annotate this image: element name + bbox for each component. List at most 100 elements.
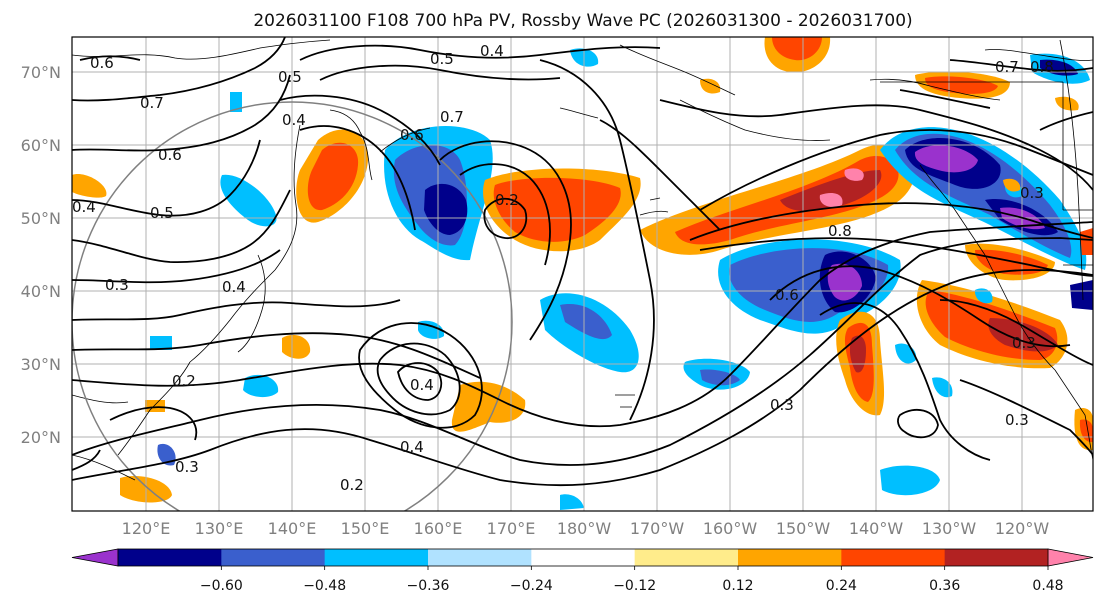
contour-label: 0.7 — [140, 94, 164, 112]
contour-label: 0.4 — [222, 278, 246, 296]
longitude-label: 150°E — [341, 519, 390, 538]
latitude-labels: 70°N 60°N 50°N 40°N 30°N 20°N — [21, 63, 61, 447]
longitude-label: 150°W — [776, 519, 831, 538]
contour-label: 0.4 — [400, 438, 424, 456]
contour-label: 0.4 — [282, 111, 306, 129]
map-frame — [71, 36, 1094, 512]
longitude-label: 160°W — [703, 519, 758, 538]
longitude-label: 120°E — [122, 519, 171, 538]
contour-label: 0.4 — [480, 42, 504, 60]
contour-label: 0.2 — [172, 372, 196, 390]
contour-label: 0.3 — [1005, 411, 1029, 429]
contour-label: 0.5 — [278, 68, 302, 86]
guide-circle — [72, 101, 513, 511]
latitude-label: 20°N — [21, 428, 61, 447]
colorbar-swatch — [841, 549, 946, 566]
colorbar-swatch — [531, 549, 636, 566]
longitude-label: 170°E — [487, 519, 536, 538]
colorbar-tick-label: −0.36 — [407, 578, 450, 594]
longitude-label: 160°E — [414, 519, 463, 538]
colorbar-tick-label: −0.12 — [613, 578, 656, 594]
colorbar-swatch — [118, 549, 222, 566]
contour-label: 0.4 — [410, 376, 434, 394]
anomaly-orange-small-1 — [145, 400, 165, 412]
contour-label: 0.2 — [340, 476, 364, 494]
contour-label: 0.8 — [828, 222, 852, 240]
contour-label: 0.6 — [400, 126, 424, 144]
anomaly-pink-gulf-ak-2 — [844, 168, 864, 181]
chart-title: 2026031100 F108 700 hPa PV, Rossby Wave … — [253, 11, 912, 31]
anomaly-blue-small-1 — [157, 443, 176, 466]
pv-anomaly-shading — [72, 37, 1093, 510]
anomaly-navy-plains — [1070, 280, 1093, 310]
contour-label: 0.3 — [770, 396, 794, 414]
colorbar-swatch — [221, 549, 326, 566]
contour-label: 0.4 — [72, 198, 96, 216]
anomaly-lightblue-small-3 — [560, 494, 584, 510]
anomaly-red-gulfcoast — [1080, 228, 1093, 255]
anomaly-lightblue-small-1 — [230, 92, 242, 112]
longitude-label: 120°W — [995, 519, 1050, 538]
contour-label: 0.2 — [495, 191, 519, 209]
anomaly-orange-westpac-a — [72, 174, 107, 198]
colorbar-tick-label: −0.24 — [510, 578, 553, 594]
colorbar-tick-label: 0.24 — [826, 578, 857, 594]
colorbar — [71, 548, 1094, 567]
contour-label: 0.6 — [158, 146, 182, 164]
anomaly-red-kamchatka — [307, 142, 359, 211]
map-panel: 0.6 0.7 0.5 0.4 0.5 0.4 0.6 0.4 0.7 0.5 … — [71, 36, 1094, 512]
longitude-label: 140°W — [849, 519, 904, 538]
contour-label: 0.8 — [1030, 58, 1054, 76]
colorbar-extend-high — [1047, 548, 1094, 567]
colorbar-tick-label: 0.36 — [929, 578, 960, 594]
colorbar-swatch — [944, 549, 1049, 566]
colorbar-swatch — [738, 549, 842, 566]
colorbar-tick-label: 0.48 — [1032, 578, 1063, 594]
anomaly-orange-small-4 — [700, 78, 721, 94]
anomaly-orange-small-6 — [1003, 178, 1021, 192]
colorbar-swatch — [428, 549, 532, 566]
latitude-label: 30°N — [21, 355, 61, 374]
anomaly-orange-small-arctic — [1055, 96, 1079, 111]
colorbar-tick-label: 0.12 — [722, 578, 753, 594]
colorbar-frame — [117, 548, 1049, 567]
contour-label: 0.3 — [1020, 184, 1044, 202]
anomaly-darkred-baja — [849, 335, 866, 373]
longitude-label: 130°E — [195, 519, 244, 538]
anomaly-lightblue-sw-2 — [932, 377, 953, 398]
longitude-label: 130°W — [922, 519, 977, 538]
colorbar-tick-label: −0.48 — [303, 578, 346, 594]
contour-label: 0.3 — [1012, 334, 1036, 352]
anomaly-lightblue-small-2 — [150, 336, 172, 350]
latitude-label: 60°N — [21, 136, 61, 155]
colorbar-swatch — [634, 549, 739, 566]
anomaly-lightblue-tropics — [880, 465, 940, 496]
anomaly-darkred-west-coast — [988, 318, 1058, 352]
contour-label: 0.7 — [995, 58, 1019, 76]
contour-label: 0.5 — [430, 50, 454, 68]
longitude-label: 170°W — [630, 519, 685, 538]
contour-label: 0.5 — [150, 204, 174, 222]
contour-label: 0.6 — [90, 54, 114, 72]
latitude-label: 50°N — [21, 209, 61, 228]
longitude-labels: 120°E 130°E 140°E 150°E 160°E 170°E 180°W 170°W… — [122, 519, 1050, 538]
anomaly-blue-midpac — [560, 304, 612, 340]
anomaly-purple-bc — [914, 145, 978, 173]
anomaly-orange-japan — [282, 334, 311, 359]
anomaly-lightblue-manchuria — [220, 174, 277, 227]
latitude-label: 70°N — [21, 63, 61, 82]
contour-label: 0.3 — [105, 276, 129, 294]
anomaly-lightblue-small-5 — [974, 288, 993, 304]
contour-label: 0.3 — [175, 458, 199, 476]
anomaly-red-mexico — [1079, 419, 1093, 443]
longitude-label: 140°E — [268, 519, 317, 538]
colorbar-tick-label: −0.60 — [200, 578, 243, 594]
longitude-label: 180°W — [557, 519, 612, 538]
colorbar-swatch — [324, 549, 429, 566]
pv-contours — [72, 37, 1093, 487]
colorbar-extend-low — [71, 548, 119, 567]
anomaly-lightblue-china — [243, 374, 279, 398]
contour-label: 0.6 — [775, 286, 799, 304]
contour-label: 0.7 — [440, 108, 464, 126]
latitude-label: 40°N — [21, 282, 61, 301]
